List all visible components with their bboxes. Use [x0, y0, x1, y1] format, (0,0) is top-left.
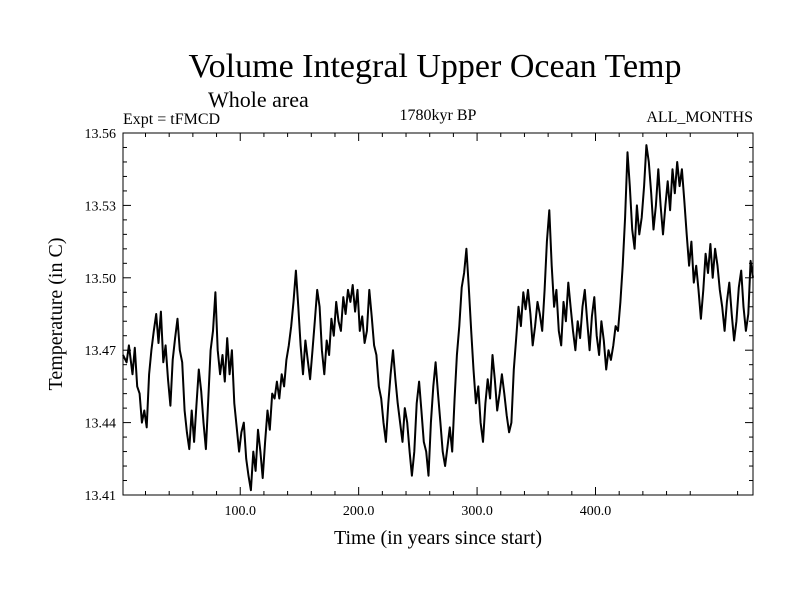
x-tick-label: 100.0 [224, 504, 256, 519]
x-tick-label: 200.0 [343, 504, 375, 519]
y-tick-label: 13.41 [85, 489, 117, 504]
x-axis-label: Time (in years since start) [334, 527, 542, 549]
period-label: 1780kyr BP [400, 107, 477, 124]
y-tick-label: 13.53 [85, 199, 117, 214]
x-tick-label: 300.0 [461, 504, 493, 519]
chart-subtitle: Whole area [208, 87, 309, 112]
y-axis-ticks: 13.41 13.44 13.47 13.50 13.53 13.56 [85, 127, 753, 504]
y-tick-label: 13.44 [85, 417, 117, 432]
y-tick-label: 13.50 [85, 272, 117, 287]
x-tick-label: 400.0 [580, 504, 612, 519]
months-label: ALL_MONTHS [646, 109, 753, 126]
y-tick-label: 13.56 [85, 127, 117, 142]
x-axis-ticks: 100.0 200.0 300.0 400.0 [145, 133, 739, 519]
y-axis-label: Temperature (in C) [45, 238, 67, 391]
experiment-label: Expt = tFMCD [123, 111, 220, 128]
plot-frame [122, 132, 754, 496]
temperature-series-line [122, 144, 754, 492]
chart-title: Volume Integral Upper Ocean Temp [189, 48, 682, 85]
y-tick-label: 13.47 [85, 344, 117, 359]
